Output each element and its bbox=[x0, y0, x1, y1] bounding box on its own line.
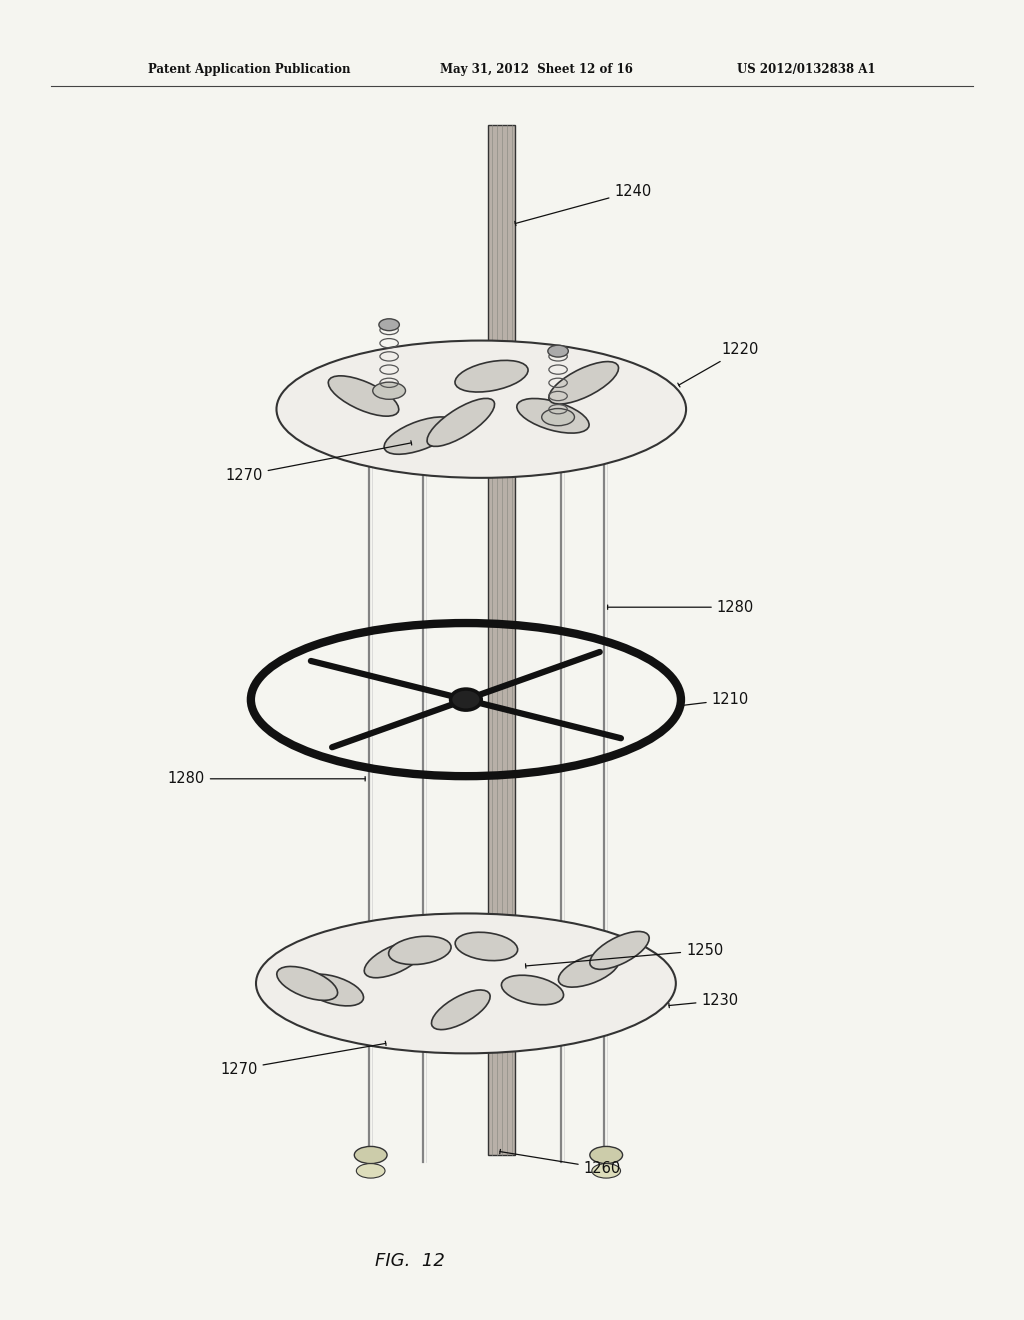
Ellipse shape bbox=[456, 932, 517, 961]
Ellipse shape bbox=[384, 417, 456, 454]
Text: May 31, 2012  Sheet 12 of 16: May 31, 2012 Sheet 12 of 16 bbox=[440, 63, 633, 77]
Ellipse shape bbox=[356, 1164, 385, 1177]
Ellipse shape bbox=[502, 975, 563, 1005]
Text: 1230: 1230 bbox=[669, 993, 738, 1008]
Ellipse shape bbox=[389, 936, 451, 965]
Text: 1240: 1240 bbox=[515, 183, 651, 226]
Ellipse shape bbox=[590, 932, 649, 969]
Ellipse shape bbox=[542, 409, 574, 426]
Text: 1280: 1280 bbox=[607, 599, 754, 615]
Text: US 2012/0132838 A1: US 2012/0132838 A1 bbox=[737, 63, 876, 77]
Ellipse shape bbox=[431, 990, 490, 1030]
Text: 1210: 1210 bbox=[679, 692, 749, 708]
Text: 1280: 1280 bbox=[168, 771, 366, 787]
Ellipse shape bbox=[548, 345, 568, 358]
Ellipse shape bbox=[379, 318, 399, 331]
Ellipse shape bbox=[427, 399, 495, 446]
Ellipse shape bbox=[256, 913, 676, 1053]
Ellipse shape bbox=[451, 689, 481, 710]
Ellipse shape bbox=[354, 1146, 387, 1164]
Ellipse shape bbox=[276, 341, 686, 478]
Text: 1220: 1220 bbox=[678, 342, 759, 387]
Ellipse shape bbox=[329, 376, 398, 416]
Text: 1270: 1270 bbox=[220, 1041, 386, 1077]
Ellipse shape bbox=[549, 362, 618, 404]
Ellipse shape bbox=[592, 1164, 621, 1177]
Bar bbox=[488, 125, 515, 1155]
Ellipse shape bbox=[302, 974, 364, 1006]
Text: 1260: 1260 bbox=[500, 1150, 621, 1176]
Ellipse shape bbox=[373, 383, 406, 400]
Ellipse shape bbox=[365, 941, 424, 978]
Ellipse shape bbox=[276, 966, 338, 1001]
Text: Patent Application Publication: Patent Application Publication bbox=[148, 63, 351, 77]
Ellipse shape bbox=[455, 360, 528, 392]
Ellipse shape bbox=[558, 953, 620, 987]
Text: FIG.  12: FIG. 12 bbox=[375, 1251, 444, 1270]
Ellipse shape bbox=[517, 399, 589, 433]
Ellipse shape bbox=[590, 1146, 623, 1164]
Text: 1250: 1250 bbox=[525, 942, 723, 968]
Text: 1270: 1270 bbox=[225, 441, 412, 483]
